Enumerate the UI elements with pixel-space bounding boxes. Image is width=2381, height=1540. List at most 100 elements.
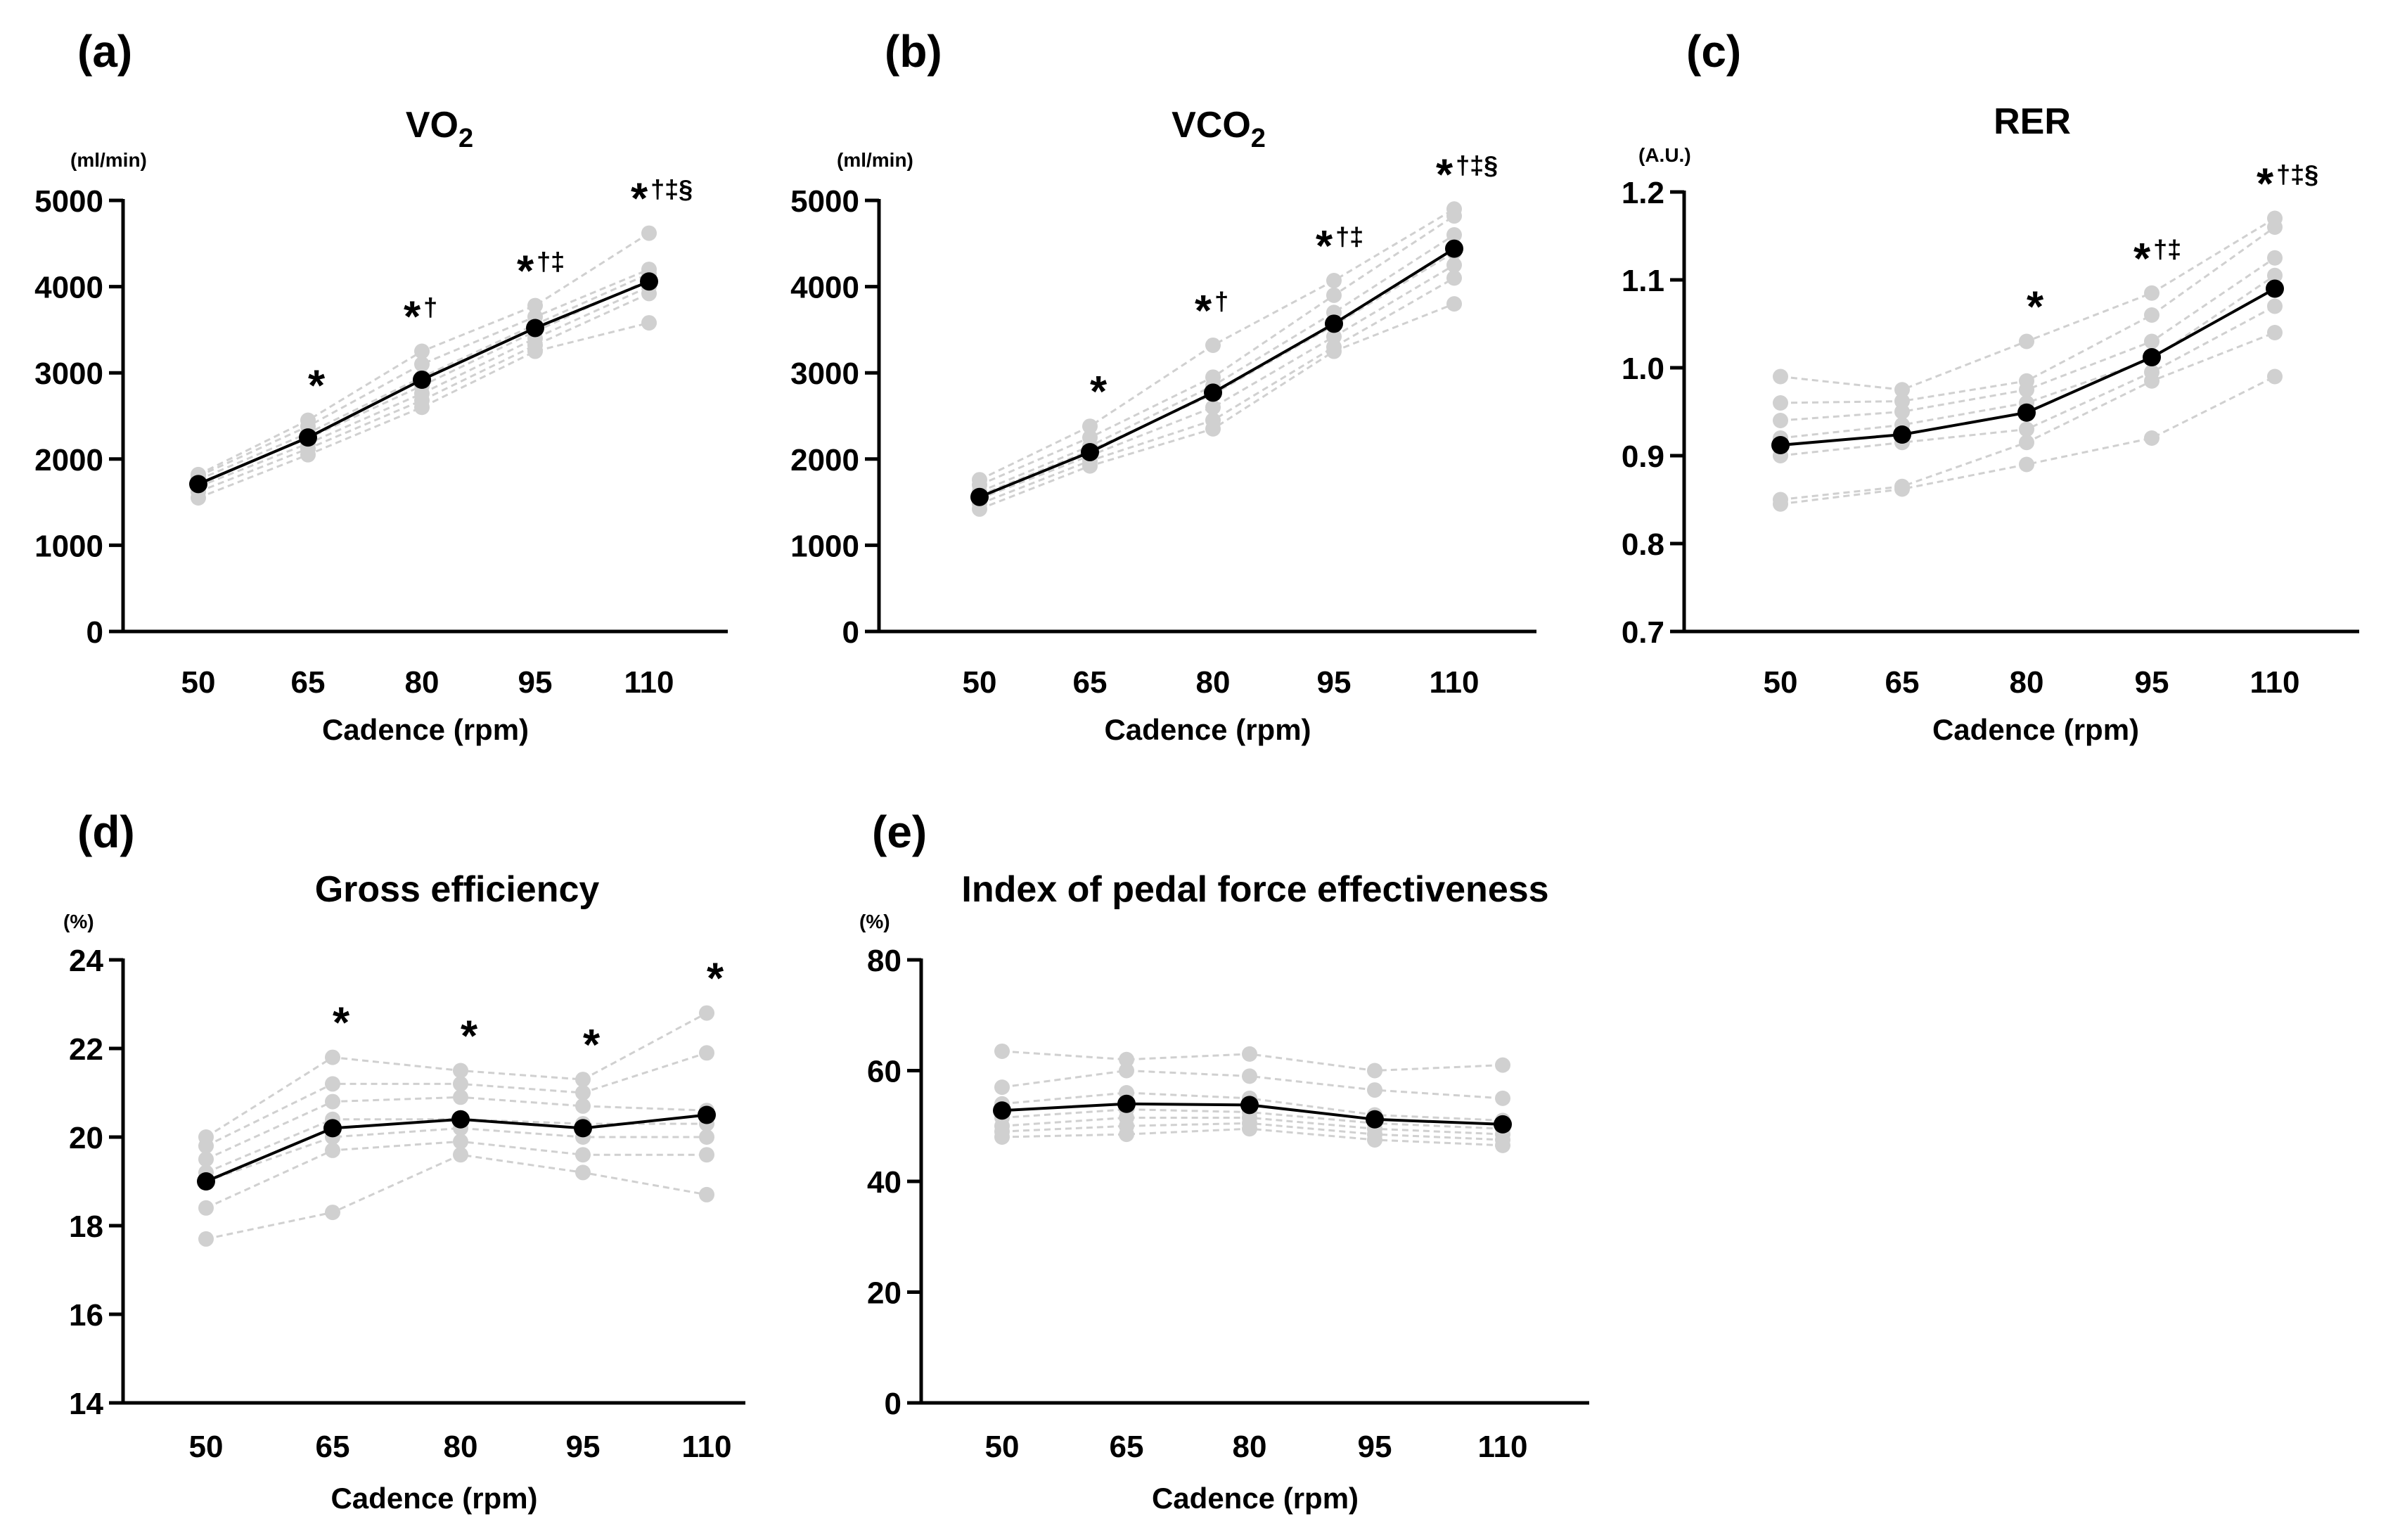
individual-point <box>575 1147 591 1163</box>
individual-point <box>1446 296 1462 312</box>
individual-line <box>198 268 650 477</box>
individual-point <box>453 1076 468 1092</box>
y-tick-label: 18 <box>69 1209 103 1244</box>
chart-title-main: VCO <box>1172 105 1251 146</box>
y-tick-label: 22 <box>69 1032 103 1067</box>
significance-annotation: * †‡§ <box>631 175 693 224</box>
individual-point <box>1446 227 1462 243</box>
mean-point <box>2143 348 2161 366</box>
individual-point <box>2144 307 2159 323</box>
mean-point <box>1081 442 1099 461</box>
significance-annotation: * <box>707 955 724 1003</box>
y-tick-label: 1.0 <box>1622 352 1664 386</box>
individual-point <box>325 1049 340 1065</box>
individual-line <box>198 321 650 499</box>
x-tick-label: 50 <box>1764 665 1798 700</box>
significance-marks: †‡ <box>1335 222 1363 251</box>
y-tick-label: 1000 <box>34 529 103 563</box>
y-tick-label: 3000 <box>34 357 103 391</box>
chart-title: RER <box>1994 101 2071 142</box>
individual-point <box>575 1164 591 1181</box>
individual-line <box>205 1127 707 1183</box>
chart-title: VCO2 <box>1172 105 1266 153</box>
significance-star: * <box>308 362 326 411</box>
individual-point <box>1773 395 1788 411</box>
significance-annotation: * †‡ <box>2133 235 2181 283</box>
x-axis-title: Cadence (rpm) <box>330 1482 537 1515</box>
significance-annotation: * <box>583 1021 601 1070</box>
individual-point <box>1367 1063 1382 1079</box>
significance-marks: †‡ <box>537 248 565 276</box>
x-tick-label: 80 <box>2010 665 2044 700</box>
y-unit-label: (%) <box>859 911 890 932</box>
panel-d: (d) Gross efficiency (%) 14 16 18 20 22 24 50 65 80… <box>63 807 745 1515</box>
individual-point <box>1326 328 1342 345</box>
y-tick-label: 0 <box>842 615 859 650</box>
significance-marks: †‡ <box>2153 235 2181 264</box>
x-tick-label: 95 <box>2135 665 2169 700</box>
panel-label: (b) <box>885 26 942 77</box>
mean-point <box>299 428 317 447</box>
individual-point <box>575 1098 591 1114</box>
individual-point <box>1326 287 1342 303</box>
significance-marks: † <box>1214 287 1228 316</box>
individual-point <box>699 1186 714 1202</box>
individual-point <box>2267 210 2283 226</box>
mean-point <box>1325 314 1343 333</box>
y-tick-label: 20 <box>867 1276 901 1311</box>
individual-point <box>1894 478 1910 494</box>
significance-annotation: * <box>2027 283 2044 332</box>
y-tick-label: 5000 <box>790 184 859 219</box>
x-tick-label: 95 <box>1317 665 1352 700</box>
panel-e: (e) Index of pedal force effectiveness (%)… <box>859 807 1589 1515</box>
mean-point <box>640 272 658 291</box>
x-tick-label: 50 <box>189 1430 224 1464</box>
mean-point <box>197 1172 215 1191</box>
x-tick-label: 110 <box>2250 665 2300 700</box>
significance-annotation: * † <box>1195 287 1228 335</box>
panel-c: (c) RER (A.U.) 0.7 0.8 0.9 1.0 1.1 1.2 50 65 80 95 11… <box>1622 26 2359 746</box>
individual-point <box>325 1093 340 1110</box>
individual-point <box>1894 393 1910 409</box>
individual-point <box>2019 435 2034 451</box>
panel-b: (b) VCO2 (ml/min) 0 1000 2000 3000 4000 5000 50 65… <box>790 26 1536 746</box>
individual-point <box>994 1079 1010 1096</box>
individual-line <box>205 1153 707 1240</box>
significance-star: * <box>583 1021 601 1070</box>
individual-line <box>979 264 1455 500</box>
y-tick-label: 16 <box>69 1298 103 1333</box>
individual-point <box>2267 267 2283 283</box>
significance-star: * <box>1195 287 1212 335</box>
x-tick-label: 80 <box>405 665 439 700</box>
significance-annotation: * †‡§ <box>2257 160 2318 209</box>
individual-point <box>325 1076 340 1092</box>
individual-point <box>2144 364 2159 380</box>
chart-title: Index of pedal force effectiveness <box>961 869 1548 910</box>
individual-point <box>972 472 987 488</box>
mean-point <box>451 1110 470 1129</box>
significance-marks: † <box>423 293 437 322</box>
x-tick-label: 110 <box>1430 665 1480 700</box>
individual-point <box>414 356 430 372</box>
x-tick-label: 65 <box>1073 665 1108 700</box>
individual-point <box>300 412 316 428</box>
significance-star: * <box>2027 283 2044 332</box>
individual-line <box>1780 376 2276 506</box>
significance-star: * <box>1090 368 1108 416</box>
y-tick-label: 20 <box>69 1121 103 1155</box>
y-tick-label: 80 <box>867 944 901 978</box>
individual-point <box>325 1142 340 1158</box>
chart-title-main: RER <box>1994 101 2071 142</box>
mean-point <box>2266 279 2284 298</box>
mean-point <box>1240 1096 1259 1115</box>
individual-point <box>1205 337 1221 353</box>
significance-marks: †‡§ <box>1456 150 1498 179</box>
chart-title-subscript: 2 <box>458 124 473 153</box>
individual-point <box>1367 1082 1382 1098</box>
mean-point <box>1893 425 1911 444</box>
panel-a: (a) VO2 (ml/min) 0 1000 2000 3000 4000 5000 50 65 8… <box>34 26 728 746</box>
significance-star: * <box>461 1013 478 1061</box>
mean-point <box>993 1101 1011 1120</box>
significance-star: * <box>404 293 421 342</box>
x-tick-label: 80 <box>1233 1430 1267 1464</box>
